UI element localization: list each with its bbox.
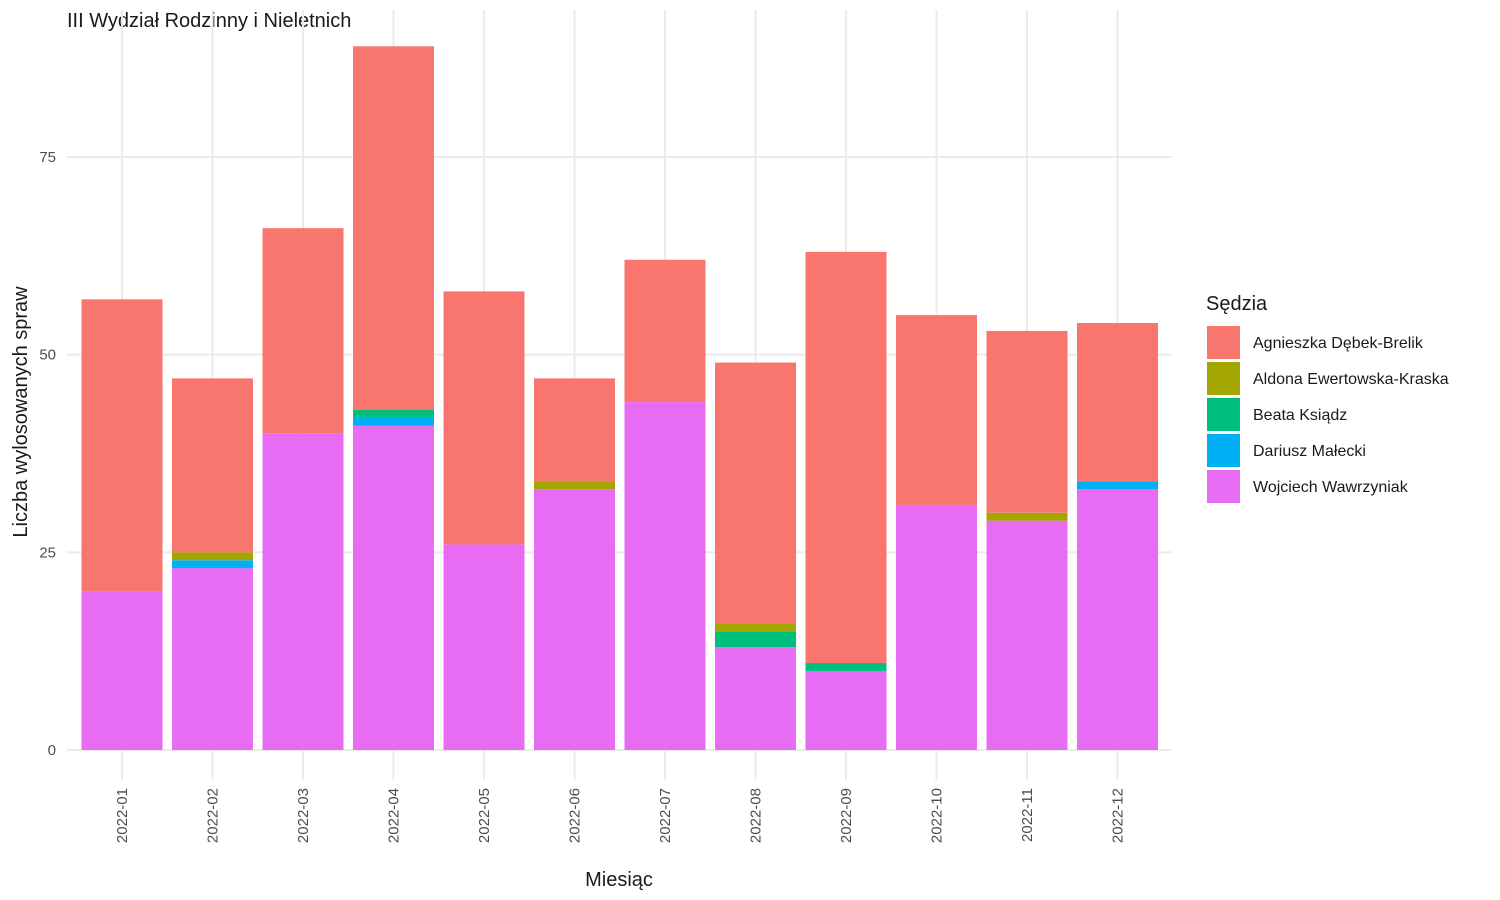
bar-segment [172,560,253,569]
bar-segment [443,291,525,545]
y-axis-title: Liczba wylosowanych spraw [10,286,32,538]
bar-segment [1077,481,1158,490]
bar-segment [805,663,887,671]
bar-segment [896,504,977,750]
x-tick-label: 2022-07 [657,788,674,843]
bar-segment [353,46,434,411]
legend-label: Beata Ksiądz [1253,407,1347,424]
bar-segment [172,552,253,561]
bar-segment [715,647,796,750]
y-tick-label: 50 [39,347,56,364]
bar-segment [896,315,977,505]
bar-segment [715,631,796,648]
bar-segment [986,330,1068,513]
bar-segment [534,489,615,750]
legend-label: Aldona Ewertowska-Kraska [1253,371,1449,388]
legend-swatch [1207,470,1240,503]
bar-segment [353,410,434,418]
bar-segment [986,520,1068,750]
y-tick-label: 75 [39,149,56,166]
bar-segment [534,481,615,490]
legend-title: Sędzia [1206,293,1268,315]
x-tick-label: 2022-09 [838,788,855,843]
x-tick-label: 2022-05 [476,788,493,843]
bar-segment [172,568,253,750]
x-tick-label: 2022-03 [295,788,312,843]
x-tick-label: 2022-08 [748,788,765,843]
legend-swatch [1207,326,1240,359]
bar-segment [534,378,615,482]
x-axis-title: Miesiąc [585,869,653,891]
bar-segment [81,299,163,592]
bar-segment [805,251,887,664]
bar-segment [1077,323,1158,482]
x-tick-label: 2022-06 [567,788,584,843]
bar-segment [353,425,434,750]
bar-segment [262,433,344,750]
bar-segment [262,228,344,434]
legend-label: Agnieszka Dębek-Brelik [1253,335,1424,352]
y-tick-labels: 0 25 50 75 [39,149,56,759]
legend-swatch [1207,434,1240,467]
x-tick-label: 2022-01 [114,788,131,843]
bar-segment [715,362,796,624]
legend-label: Dariusz Małecki [1253,443,1366,460]
bar-segment [81,591,163,750]
bar-segment [443,544,525,750]
legend-label: Wojciech Wawrzyniak [1253,479,1409,496]
chart-title: III Wydział Rodzinny i Nieletnich [67,10,351,32]
bar-segment [624,259,706,403]
bar-segment [805,670,887,750]
bar-segment [1077,489,1158,750]
x-tick-label: 2022-10 [929,788,946,843]
y-tick-label: 25 [39,544,56,561]
bar-segment [624,402,706,750]
legend: Agnieszka Dębek-Brelik Aldona Ewertowska-… [1207,326,1449,503]
bar-segment [715,623,796,632]
x-tick-label: 2022-02 [205,788,222,843]
y-tick-label: 0 [48,742,56,759]
bar-segment [986,512,1068,521]
bars [81,46,1158,750]
x-tick-label: 2022-11 [1019,788,1036,842]
bar-segment [353,417,434,426]
x-tick-labels: 2022-01 2022-02 2022-03 2022-04 2022-05 2022-… [114,788,1127,843]
x-tick-label: 2022-12 [1110,788,1127,843]
x-tick-label: 2022-04 [386,788,403,843]
legend-swatch [1207,398,1240,431]
legend-swatch [1207,362,1240,395]
bar-segment [172,378,253,553]
